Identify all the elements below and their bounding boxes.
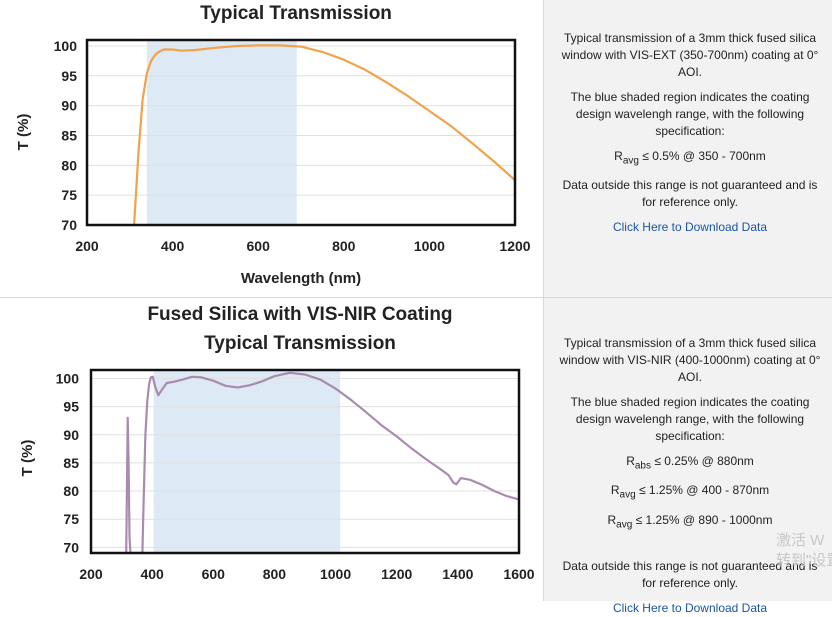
plot-frame	[89, 368, 521, 555]
download-data-link[interactable]: Click Here to Download Data	[612, 220, 768, 235]
x-tick-label: 200	[79, 566, 103, 582]
description-panel-1: Typical transmission of a 3mm thick fuse…	[544, 0, 832, 297]
spec-line: Ravg ≤ 1.25% @ 400 - 870nm	[610, 483, 770, 501]
chart-panel-2: 100 95 90 85 80 75 70 200 400 600 800 1000 1200 1400 1…	[0, 298, 544, 617]
y-tick-label: 70	[61, 217, 77, 233]
description-shaded-note: The blue shaded region indicates the coa…	[570, 90, 810, 138]
x-tick-label: 1000	[414, 238, 445, 254]
y-tick-label: 100	[56, 370, 80, 386]
x-tick-label: 600	[202, 566, 226, 582]
chart-description-1: Typical transmission of a 3mm thick fuse…	[556, 30, 824, 236]
x-tick-label: 1000	[320, 566, 351, 582]
y-tick-label: 90	[63, 427, 79, 443]
description-panel-2: Typical transmission of a 3mm thick fuse…	[544, 298, 832, 615]
chart-row-2: 100 95 90 85 80 75 70 200 400 600 800 1000 1200 1400 1…	[0, 298, 832, 617]
y-tick-label: 85	[61, 127, 77, 143]
chart-title: Typical Transmission	[200, 3, 392, 24]
x-tick-label: 1600	[503, 566, 534, 582]
description-intro: Typical transmission of a 3mm thick fuse…	[561, 31, 819, 79]
chart-panel-1: 100 95 90 85 80 75 70 200 400 600 800 1000 1200 Typic…	[0, 0, 544, 297]
y-axis-label: T (%)	[15, 114, 32, 151]
chart-row-1: 100 95 90 85 80 75 70 200 400 600 800 1000 1200 Typic…	[0, 0, 832, 298]
chart-description-2: Typical transmission of a 3mm thick fuse…	[556, 335, 824, 617]
y-tick-label: 90	[61, 98, 77, 114]
x-tick-label: 800	[332, 238, 356, 254]
spec-line: Ravg ≤ 1.25% @ 890 - 1000nm	[607, 512, 773, 531]
spec-line: Ravg ≤ 0.5% @ 350 - 700nm	[614, 149, 766, 167]
download-data-link[interactable]: Click Here to Download Data	[612, 601, 768, 616]
chart-title: Fused Silica with VIS-NIR Coating	[147, 304, 452, 325]
x-tick-label: 600	[247, 238, 271, 254]
y-tick-label: 70	[63, 539, 79, 555]
activation-watermark: 激活 W 转到"设置	[776, 532, 832, 569]
x-tick-label: 400	[161, 238, 185, 254]
coating-range-shade	[153, 370, 341, 553]
spec-line: Rabs ≤ 0.25% @ 880nm	[626, 454, 754, 472]
y-tick-label: 75	[61, 187, 77, 203]
y-tick-label: 80	[63, 483, 79, 499]
x-tick-label: 800	[263, 566, 287, 582]
description-shaded-note: The blue shaded region indicates the coa…	[570, 395, 810, 443]
transmission-curve	[133, 44, 516, 226]
transmission-chart-vis-ext: 100 95 90 85 80 75 70 200 400 600 800 1000 1200 Typic…	[15, 3, 531, 287]
plot-frame	[85, 38, 517, 227]
y-tick-label: 85	[63, 455, 79, 471]
y-tick-label: 80	[61, 157, 77, 173]
x-tick-label: 1200	[381, 566, 412, 582]
chart-title: Typical Transmission	[204, 333, 396, 354]
x-tick-label: 400	[140, 566, 164, 582]
x-axis-label: Wavelength (nm)	[241, 270, 361, 287]
y-axis-label: T (%)	[19, 440, 36, 477]
description-disclaimer: Data outside this range is not guarantee…	[562, 178, 818, 210]
description-disclaimer: Data outside this range is not guarantee…	[562, 559, 818, 591]
y-tick-label: 95	[63, 399, 79, 415]
coating-range-shade	[146, 40, 297, 225]
y-tick-label: 100	[54, 38, 78, 54]
description-intro: Typical transmission of a 3mm thick fuse…	[559, 336, 821, 384]
y-tick-label: 95	[61, 68, 77, 84]
x-tick-label: 1200	[499, 238, 530, 254]
x-tick-label: 1400	[442, 566, 473, 582]
x-tick-label: 200	[75, 238, 99, 254]
y-tick-label: 75	[63, 511, 79, 527]
